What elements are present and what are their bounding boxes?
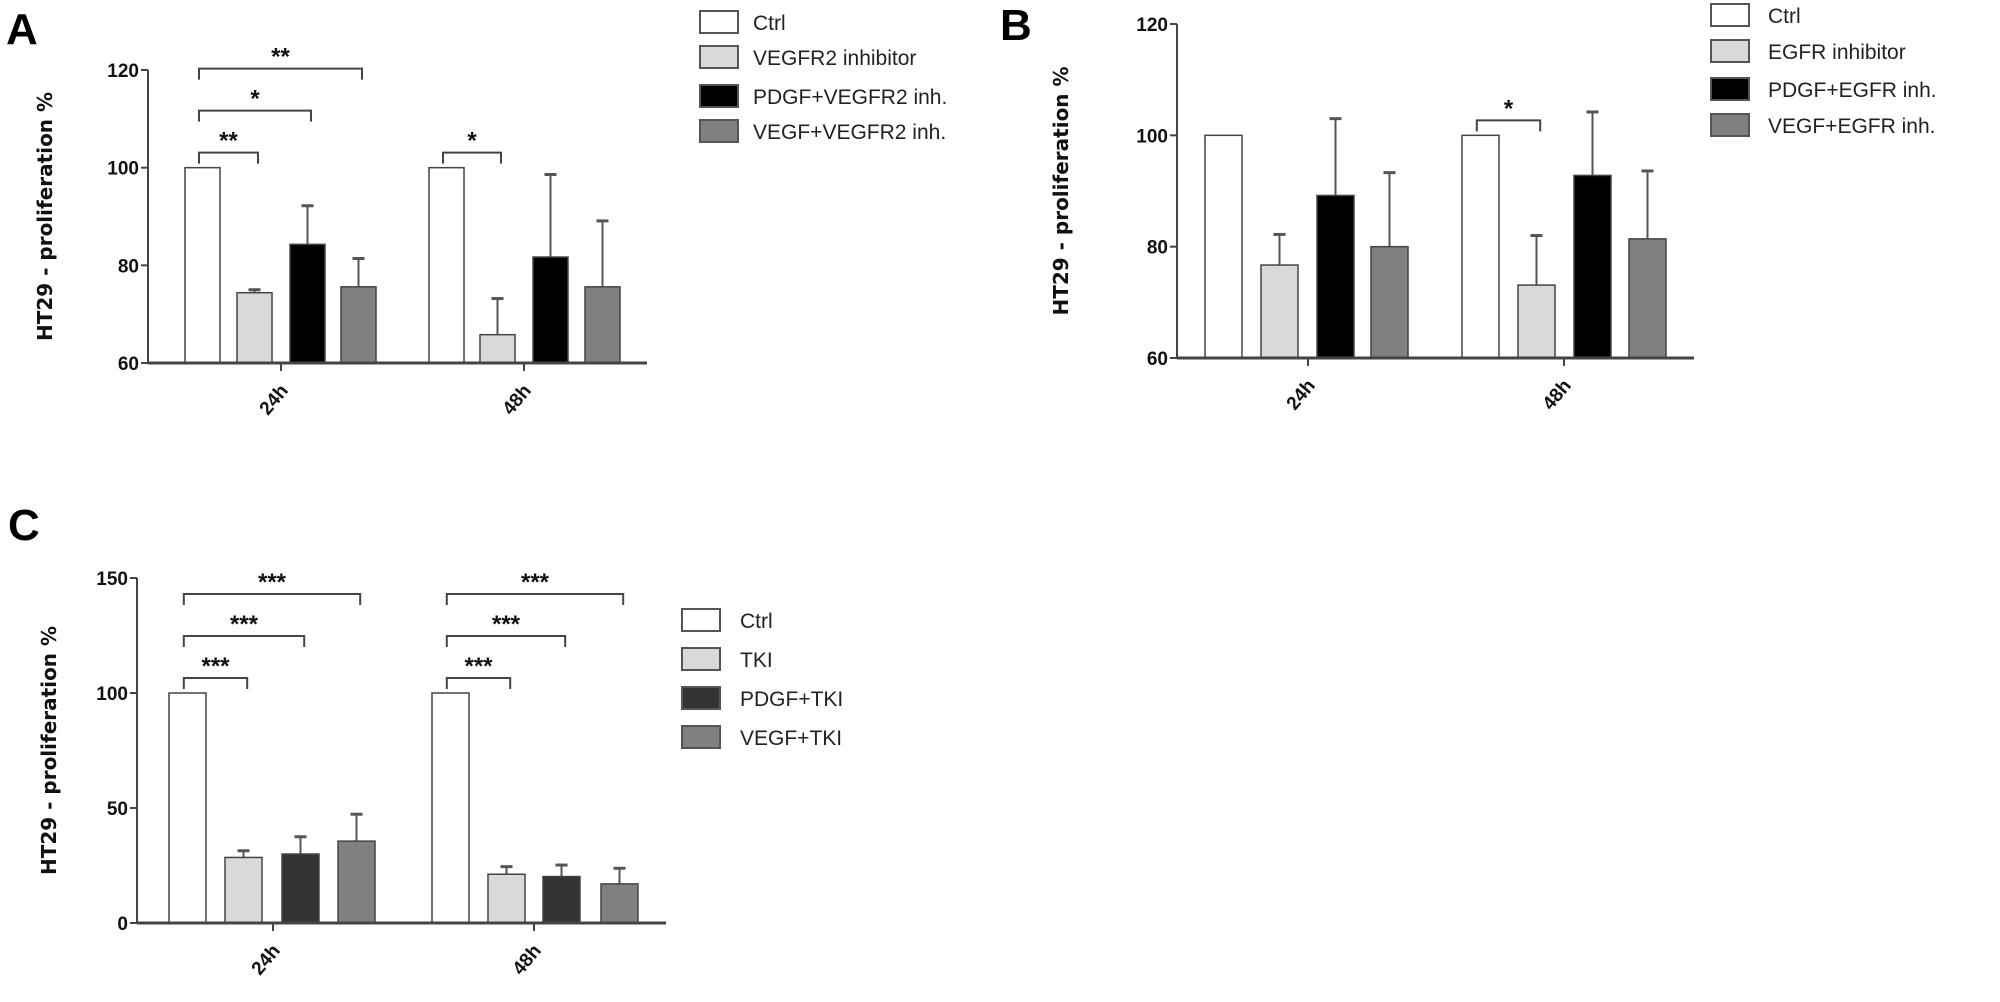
bar-24h-2 <box>1316 194 1355 359</box>
bar-24h-3 <box>1370 245 1409 359</box>
significance-bracket <box>445 635 567 647</box>
bar-48h-3 <box>600 883 639 924</box>
bar-48h-2 <box>1573 174 1612 359</box>
bar-48h-1 <box>479 333 516 364</box>
bar-24h-3 <box>340 286 377 364</box>
significance-label: * <box>467 128 477 155</box>
y-tick-label: 150 <box>96 569 128 590</box>
y-tick-label: 60 <box>1147 349 1168 370</box>
significance-label: * <box>250 86 260 113</box>
panel-label: B <box>1000 1 1032 50</box>
y-tick-label: 80 <box>1147 238 1168 259</box>
y-tick-label: 120 <box>107 61 139 82</box>
bar-48h-2 <box>542 875 581 924</box>
legend-swatch <box>699 10 739 34</box>
significance-bracket <box>445 677 512 689</box>
legend-label: PDGF+TKI <box>740 688 843 711</box>
legend-label: VEGFR2 inhibitor <box>753 47 916 70</box>
y-axis-label: HT29 - proliferation % <box>1049 66 1073 315</box>
legend-label: VEGF+TKI <box>740 727 842 750</box>
significance-label: *** <box>230 611 259 638</box>
bar-24h-1 <box>224 856 263 924</box>
legend-label: TKI <box>740 649 773 672</box>
legend-swatch <box>681 725 721 749</box>
bar-24h-2 <box>281 853 320 924</box>
x-tick-label: 24h <box>1283 376 1320 415</box>
y-tick-label: 60 <box>118 354 139 375</box>
y-axis-label: HT29 - proliferation % <box>37 626 61 875</box>
y-tick-label: 100 <box>1136 126 1168 147</box>
legend-swatch <box>1710 39 1750 63</box>
legend-swatch <box>681 686 721 710</box>
y-tick-label: 50 <box>107 799 128 820</box>
significance-bracket <box>182 677 249 689</box>
legend-label: PDGF+VEGFR2 inh. <box>753 86 947 109</box>
panel-a: A 60 80 100 120 HT29 - proliferation % 24h 48h *… <box>6 5 947 419</box>
y-tick-label: 100 <box>96 684 128 705</box>
significance-label: ** <box>271 44 290 71</box>
bar-24h-2 <box>289 243 326 364</box>
significance-bracket <box>198 151 259 164</box>
y-axis-label: HT29 - proliferation % <box>33 92 57 341</box>
y-tick-label: 100 <box>107 159 139 180</box>
significance-bracket <box>182 593 362 605</box>
bar-48h-0 <box>431 692 470 924</box>
legend-label: EGFR inhibitor <box>1768 41 1906 64</box>
significance-label: *** <box>201 653 230 680</box>
significance-label: *** <box>258 569 287 596</box>
y-tick-label: 80 <box>118 256 139 277</box>
significance-bracket <box>442 151 502 164</box>
significance-bracket <box>1475 119 1542 132</box>
legend-swatch <box>1710 113 1750 137</box>
significance-bracket <box>198 67 363 80</box>
panel-c: C 0 50 100 150 HT29 - proliferation % 24h 48h **… <box>8 501 843 979</box>
significance-label: *** <box>521 569 550 596</box>
legend-label: Ctrl <box>753 12 786 35</box>
bar-24h-0 <box>184 166 221 364</box>
significance-bracket <box>198 109 312 122</box>
x-tick-label: 48h <box>509 941 546 980</box>
bar-24h-3 <box>337 840 376 924</box>
bar-24h-0 <box>1204 134 1243 359</box>
legend-swatch <box>681 608 721 632</box>
legend-swatch <box>699 45 739 69</box>
bar-48h-3 <box>1628 238 1667 359</box>
significance-bracket <box>445 593 625 605</box>
bar-24h-0 <box>168 692 207 924</box>
legend-label: Ctrl <box>740 610 773 633</box>
panel-b: B 60 80 100 120 HT29 - proliferation % 24h 48h *… <box>1000 1 1937 414</box>
legend-label: PDGF+EGFR inh. <box>1768 79 1937 102</box>
legend-swatch <box>699 84 739 108</box>
bar-48h-1 <box>1517 284 1556 359</box>
significance-bracket <box>182 635 306 647</box>
legend-label: VEGF+EGFR inh. <box>1768 115 1935 138</box>
x-tick-label: 24h <box>256 381 293 420</box>
significance-label: *** <box>492 611 521 638</box>
y-tick-label: 120 <box>1136 15 1168 36</box>
bar-48h-0 <box>1461 134 1500 359</box>
legend-swatch <box>681 647 721 671</box>
x-tick-label: 48h <box>499 381 536 420</box>
significance-label: * <box>1504 95 1514 122</box>
bar-48h-1 <box>487 873 526 924</box>
legend-label: VEGF+VEGFR2 inh. <box>753 121 946 144</box>
legend-swatch <box>1710 77 1750 101</box>
y-tick-label: 0 <box>117 914 128 935</box>
significance-label: *** <box>464 653 493 680</box>
x-tick-label: 48h <box>1539 376 1576 415</box>
panel-label: C <box>8 501 40 550</box>
legend-swatch <box>699 119 739 143</box>
x-tick-label: 24h <box>248 941 285 980</box>
legend-label: Ctrl <box>1768 5 1801 28</box>
bar-48h-0 <box>428 166 465 364</box>
panel-label: A <box>6 5 38 54</box>
bar-48h-2 <box>532 256 569 364</box>
legend-swatch <box>1710 3 1750 27</box>
bar-24h-1 <box>236 291 273 364</box>
bar-24h-1 <box>1260 264 1299 359</box>
bar-48h-3 <box>584 286 621 364</box>
significance-label: ** <box>219 128 238 155</box>
